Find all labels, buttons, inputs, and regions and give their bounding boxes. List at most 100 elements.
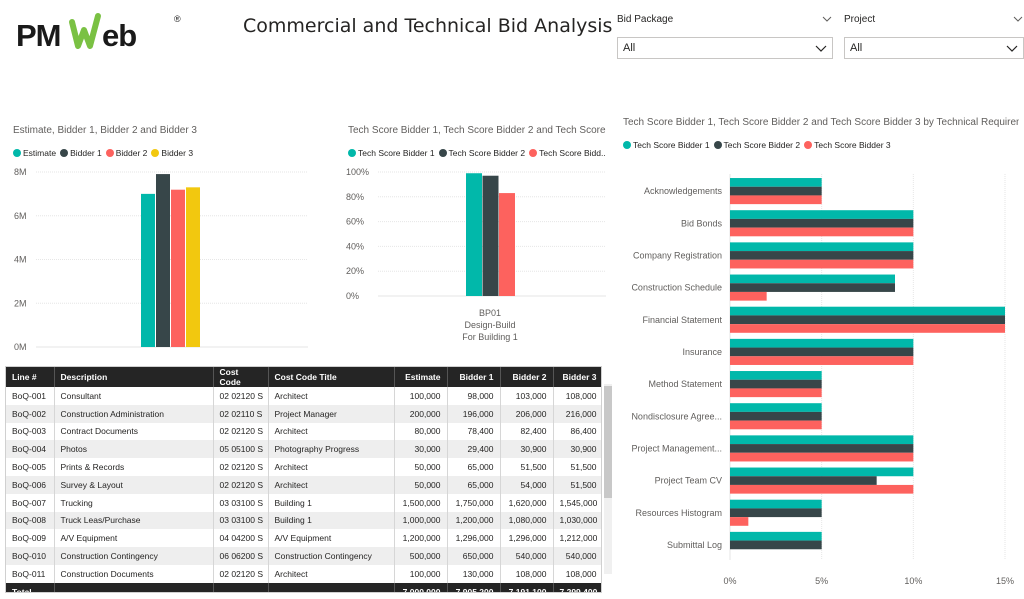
table-row[interactable]: BoQ-002 Construction Administration 02 021… [6,404,601,423]
bar-tech-score-bidder-1[interactable] [466,173,482,296]
column-header[interactable]: Cost Code [213,367,269,387]
bar-tech-score-bidder-2[interactable] [730,315,1005,325]
bar-tech-score-bidder-1[interactable] [730,371,822,380]
y-category-label: Acknowledgements [644,186,723,196]
legend-item[interactable]: Bidder 2 [105,148,147,158]
bar-bidder-2[interactable] [171,189,185,347]
legend-item[interactable]: Bidder 3 [151,148,193,158]
x-category-label: Design-Build [464,320,515,330]
total-cell: 7,191,100 [500,582,554,592]
column-header[interactable]: Bidder 3 [553,367,601,387]
bar-tech-score-bidder-3[interactable] [730,291,767,301]
bar-tech-score-bidder-1[interactable] [730,242,914,252]
bar-tech-score-bidder-3[interactable] [730,420,822,430]
bar-tech-score-bidder-3[interactable] [730,324,1005,333]
bar-tech-score-bidder-2[interactable] [730,218,914,228]
bar-tech-score-bidder-1[interactable] [730,403,822,412]
legend-item[interactable]: Tech Score Bidder 1 [623,140,710,150]
legend-item[interactable]: Tech Score Bidder 3 [804,140,891,150]
table-row[interactable]: BoQ-008 Truck Leas/Purchase 03 03100 S Buil… [6,511,601,530]
y-category-label: Financial Statement [642,315,722,325]
bar-tech-score-bidder-3[interactable] [730,227,914,237]
table-row[interactable]: BoQ-006 Survey & Layout 02 02120 S Architec… [6,475,601,494]
legend-item[interactable]: Tech Score Bidder 2 [438,148,525,158]
column-header[interactable]: Cost Code Title [268,367,395,387]
column-header[interactable]: Description [54,367,214,387]
bar-tech-score-bidder-2[interactable] [730,186,822,196]
bar-tech-score-bidder-2[interactable] [730,444,914,453]
bar-tech-score-bidder-3[interactable] [730,356,914,365]
column-header[interactable]: Estimate [394,367,448,387]
slicer-project[interactable]: Project All [844,12,1024,59]
bar-tech-score-bidder-2[interactable] [730,251,914,260]
chevron-down-icon[interactable] [1012,13,1024,25]
bar-tech-score-bidder-1[interactable] [730,274,895,284]
bar-tech-score-bidder-1[interactable] [730,210,914,219]
legend-item[interactable]: Bidder 1 [60,148,102,158]
legend-dot-icon [438,149,447,157]
table-cell: Prints & Records [54,458,214,476]
bar-tech-score-bidder-2[interactable] [730,283,895,292]
total-cell: 7,905,200 [447,582,501,592]
bar-tech-score-bidder-1[interactable] [730,435,914,445]
bar-tech-score-bidder-1[interactable] [730,306,1005,316]
table-cell: Photography Progress [268,440,395,459]
bar-tech-score-bidder-2[interactable] [730,540,822,550]
bar-tech-score-bidder-3[interactable] [730,259,914,269]
bar-tech-score-bidder-2[interactable] [730,379,822,389]
bar-tech-score-bidder-2[interactable] [730,508,822,518]
bar-tech-score-bidder-3[interactable] [730,517,749,526]
bar-bidder-3[interactable] [186,187,200,347]
bar-tech-score-bidder-1[interactable] [730,178,822,187]
table-cell: 108,000 [553,387,601,405]
table-row[interactable]: BoQ-004 Photos 05 05100 S Photography Progr… [6,440,601,459]
y-tick-label: 0% [346,291,359,301]
bar-tech-score-bidder-1[interactable] [730,499,822,509]
slicer-bid-package-dropdown[interactable]: All [617,37,833,59]
bar-tech-score-bidder-3[interactable] [730,484,914,494]
legend-item[interactable]: Tech Score Bidder 1 [348,148,435,158]
table-row[interactable]: BoQ-003 Contract Documents 02 02120 S Archi… [6,422,601,441]
bar-tech-score-bidder-2[interactable] [730,347,914,357]
bar-tech-score-bidder-3[interactable] [730,195,822,205]
bar-estimate[interactable] [141,193,155,347]
bar-tech-score-bidder-1[interactable] [730,467,914,477]
table-cell: Architect [268,564,395,583]
bar-tech-score-bidder-3[interactable] [730,452,914,462]
table-row[interactable]: BoQ-009 A/V Equipment 04 04200 S A/V Equipm… [6,529,601,548]
table-cell: Survey & Layout [54,475,214,494]
column-header[interactable]: Bidder 2 [500,367,554,387]
bar-tech-score-bidder-3[interactable] [730,388,822,398]
bar-tech-score-bidder-2[interactable] [730,476,877,485]
column-header[interactable]: Bidder 1 [447,367,501,387]
y-tick-label: 2M [14,298,27,308]
table-cell: BoQ-001 [6,387,55,405]
table-row[interactable]: BoQ-007 Trucking 03 03100 S Building 1 1,500… [6,493,601,512]
slicer-bid-package[interactable]: Bid Package All [617,12,833,59]
table-row[interactable]: BoQ-010 Construction Contingency 06 06200 … [6,547,601,565]
slicer-project-dropdown[interactable]: All [844,37,1024,59]
legend-label: Tech Score Bidder 2 [723,140,801,150]
column-header[interactable]: Line # [6,367,55,387]
table-row[interactable]: BoQ-001 Consultant 02 02120 S Architect 100,… [6,387,601,405]
chevron-down-icon[interactable] [821,13,833,25]
bar-tech-score-bidder-2[interactable] [730,411,822,421]
bar-tech-score-bidder-1[interactable] [730,531,822,541]
table-row[interactable]: BoQ-005 Prints & Records 02 02120 S Archite… [6,458,601,476]
table-cell: 50,000 [394,458,448,476]
table-scrollbar-thumb[interactable] [604,386,612,498]
bar-tech-score-bidder-1[interactable] [730,338,914,348]
legend-item[interactable]: Tech Score Bidd... [529,148,606,158]
legend-item[interactable]: Tech Score Bidder 2 [713,140,801,150]
bar-tech-score-bidder-2[interactable] [482,175,499,296]
bar-bidder-1[interactable] [156,174,170,347]
table-cell: Contract Documents [54,422,214,441]
y-tick-label: 60% [346,217,364,227]
y-tick-label: 80% [346,192,364,202]
legend-item[interactable]: Estimate [13,148,56,158]
slicer-bid-package-value: All [623,42,636,54]
table-cell: BoQ-011 [6,564,55,583]
bar-tech-score-bidder-3[interactable] [499,193,515,296]
table-cell: 200,000 [394,404,448,423]
